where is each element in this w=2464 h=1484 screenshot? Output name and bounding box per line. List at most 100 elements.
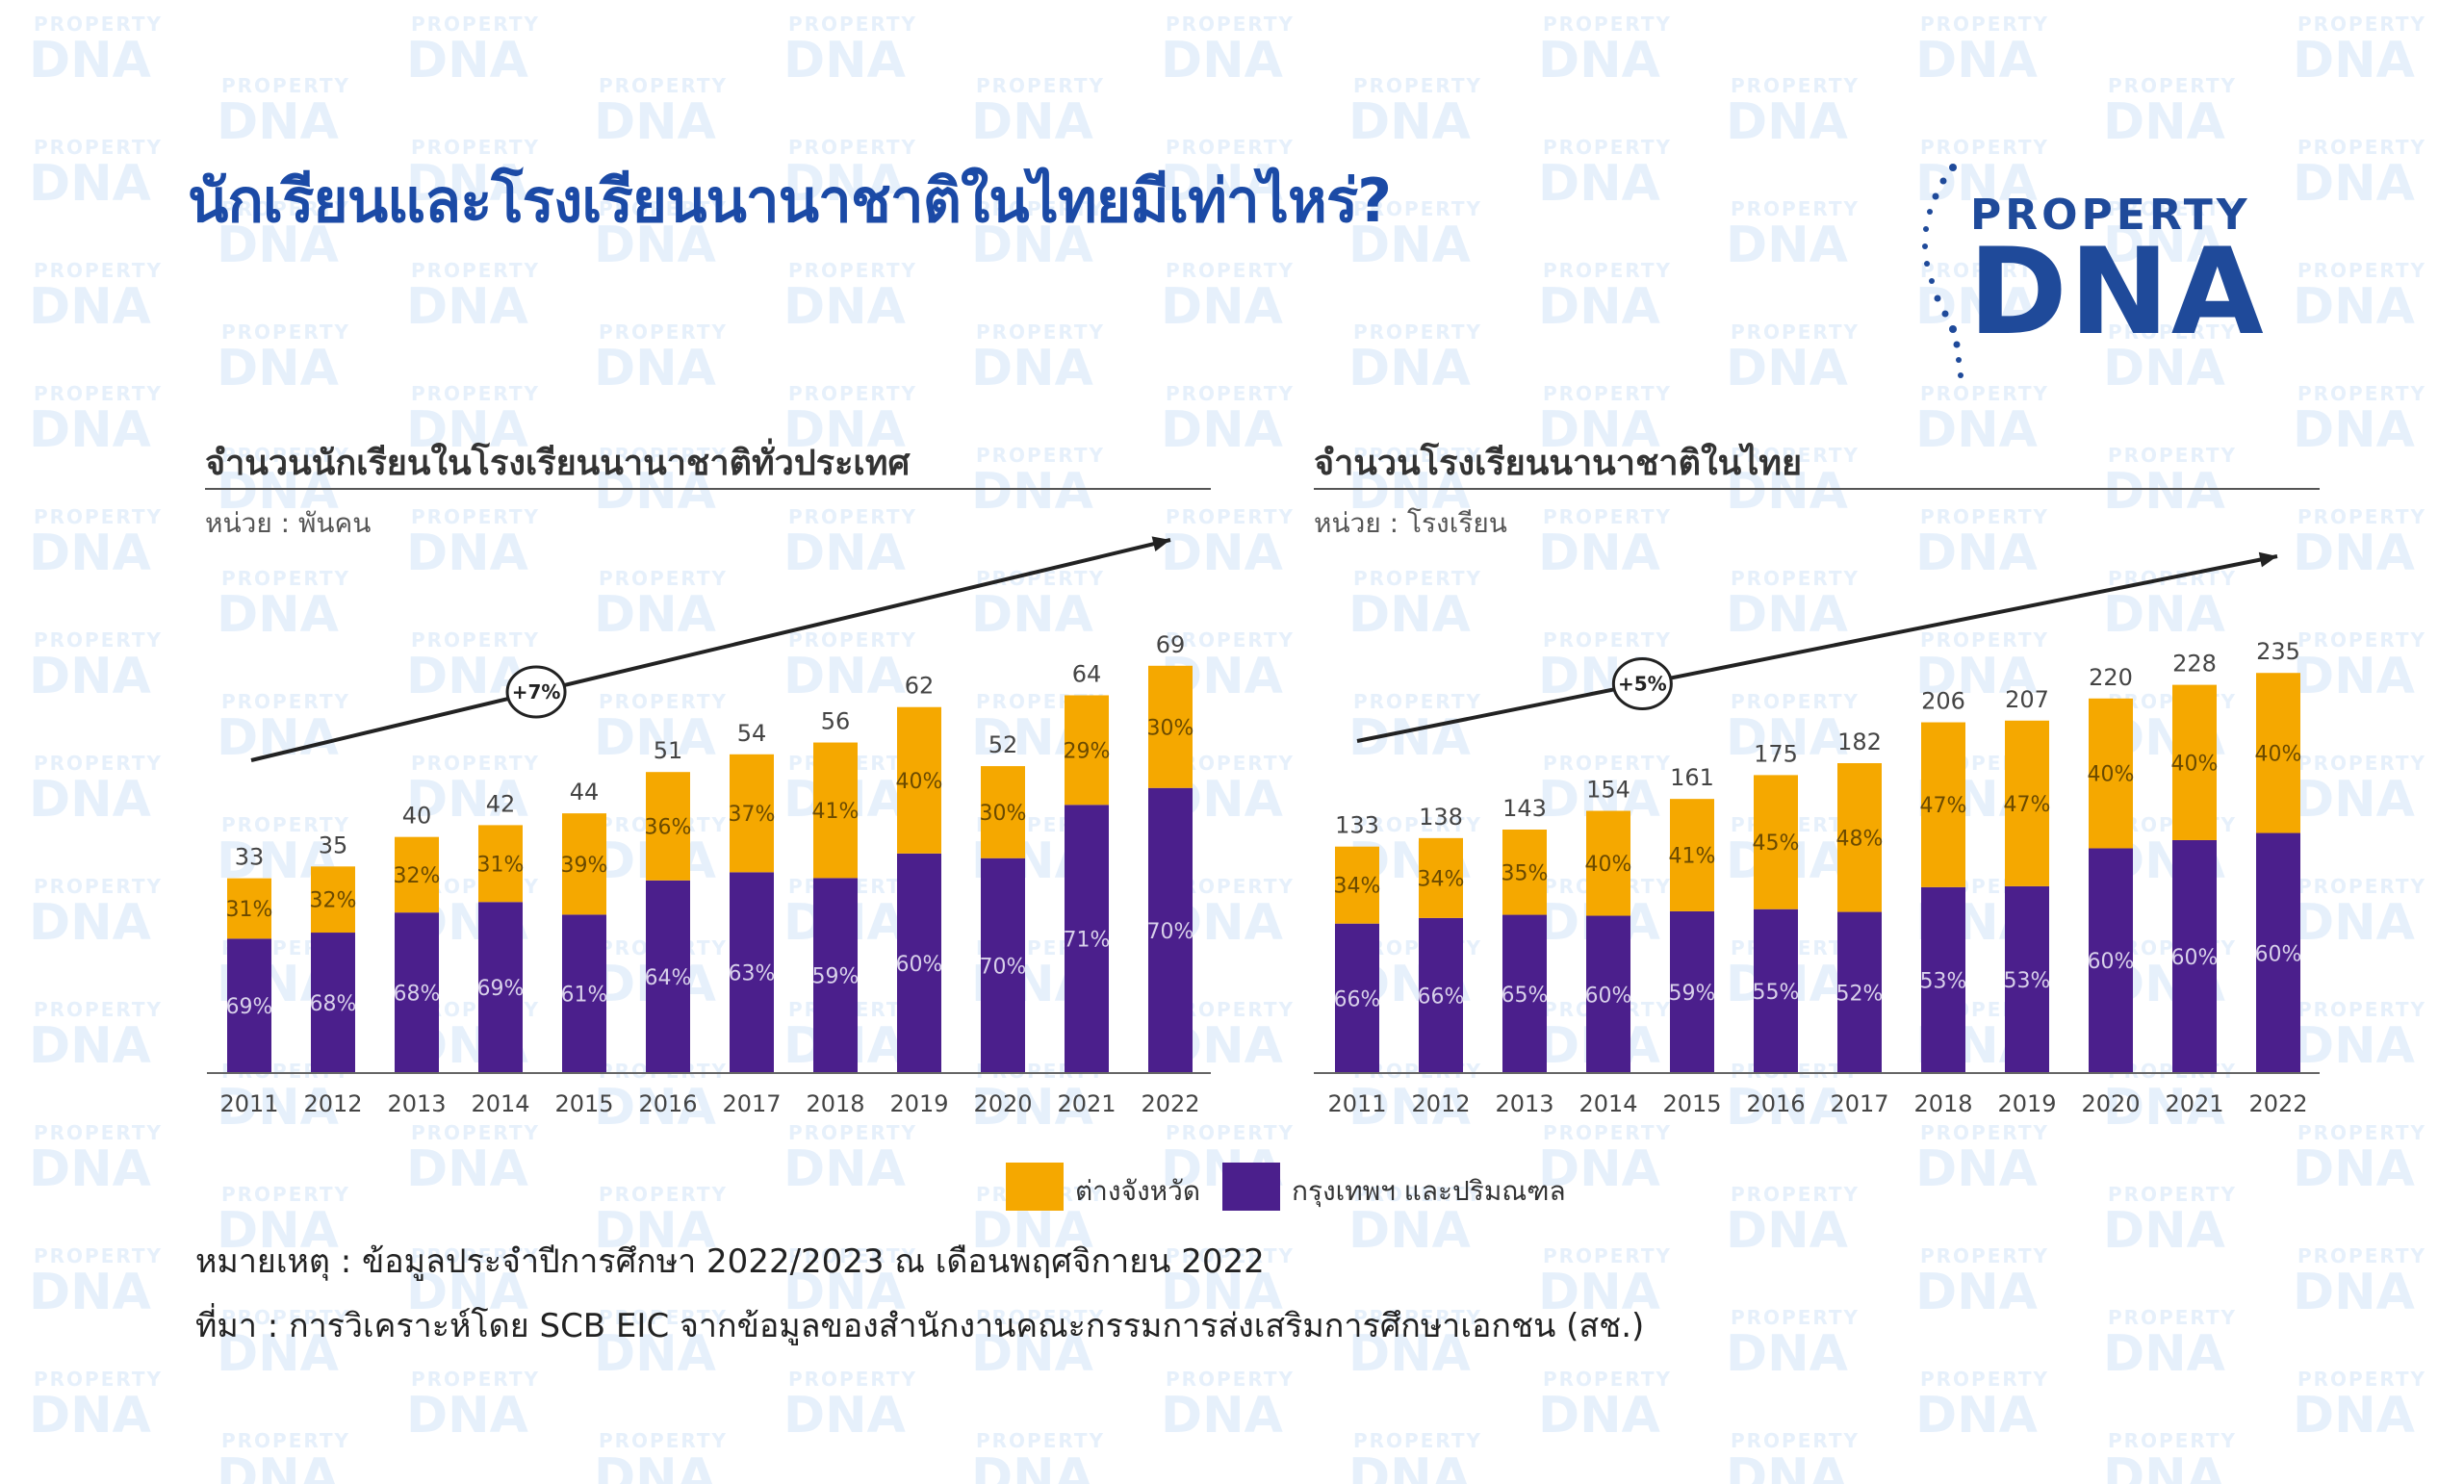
bar-segment-bangkok xyxy=(1419,917,1463,1073)
total-label: 56 xyxy=(821,708,851,735)
watermark-text: DNA xyxy=(971,93,1093,151)
x-tick-label: 2016 xyxy=(1746,1090,1805,1117)
watermark-text: DNA xyxy=(406,155,528,213)
bar-segment-bangkok xyxy=(2172,839,2217,1073)
bar-segment-bangkok xyxy=(227,938,271,1073)
share-label-bangkok: 71% xyxy=(1064,929,1111,953)
total-label: 54 xyxy=(737,720,767,747)
share-label-upcountry: 34% xyxy=(1418,867,1465,891)
watermark-text: DNA xyxy=(971,463,1093,521)
watermark-text: DNA xyxy=(29,401,151,459)
watermark-text: DNA xyxy=(2293,1017,2415,1075)
x-tick-label: 2021 xyxy=(2165,1090,2223,1117)
watermark-text: PROPERTY xyxy=(1166,1121,1295,1144)
watermark-text: PROPERTY xyxy=(1166,628,1295,652)
watermark-text: DNA xyxy=(594,463,716,521)
share-label-bangkok: 64% xyxy=(645,966,692,990)
watermark-text: PROPERTY xyxy=(2297,259,2426,282)
watermark-text: DNA xyxy=(2293,401,2415,459)
watermark-text: DNA xyxy=(1348,93,1471,151)
watermark-text: DNA xyxy=(2103,217,2225,274)
watermark-text: PROPERTY xyxy=(2297,998,2426,1021)
watermark-tiles: PROPERTYDNAPROPERTYDNAPROPERTYDNAPROPERT… xyxy=(29,13,2426,1484)
watermark-text: DNA xyxy=(29,648,151,705)
watermark-text: DNA xyxy=(406,1140,528,1198)
watermark-text: PROPERTY xyxy=(1543,136,1672,159)
watermark-text: PROPERTY xyxy=(1353,1183,1482,1206)
watermark-text: PROPERTY xyxy=(1920,382,2049,405)
watermark-text: DNA xyxy=(1915,1264,2038,1321)
x-tick-label: 2014 xyxy=(471,1090,529,1117)
watermark-text: PROPERTY xyxy=(1543,752,1672,775)
watermark-text: PROPERTY xyxy=(1920,1121,2049,1144)
watermark-text: DNA xyxy=(1915,155,2038,213)
watermark-text: DNA xyxy=(1538,1140,1660,1198)
watermark-text: PROPERTY xyxy=(1731,690,1860,713)
watermark-text: DNA xyxy=(2293,1140,2415,1198)
watermark-text: DNA xyxy=(1348,217,1471,274)
watermark-text: DNA xyxy=(1726,463,1848,521)
watermark-text: PROPERTY xyxy=(411,13,540,36)
watermark-text: DNA xyxy=(1161,401,1283,459)
watermark-text: PROPERTY xyxy=(1166,1244,1295,1267)
trend-arrow: +5% xyxy=(1356,551,2278,743)
watermark-text: PROPERTY xyxy=(788,505,917,528)
growth-badge xyxy=(505,665,567,719)
growth-badge xyxy=(1611,656,1673,710)
watermark-text: DNA xyxy=(406,771,528,829)
watermark-text: PROPERTY xyxy=(788,1368,917,1391)
watermark-text: PROPERTY xyxy=(976,1306,1105,1329)
bar-segment-bangkok xyxy=(395,912,439,1073)
watermark-text: PROPERTY xyxy=(221,813,350,836)
bar-segment-bangkok xyxy=(1754,908,1798,1073)
watermark-text: PROPERTY xyxy=(221,567,350,590)
schools-bar-chart: 66% 34% 133 2011 66% 34% 138 2012 65% 35% 143 2013 6… xyxy=(1314,551,2320,1117)
arrow-head xyxy=(1151,536,1170,551)
watermark-text: DNA xyxy=(594,217,716,274)
bar-segment-bangkok xyxy=(2256,832,2300,1073)
share-label-bangkok: 68% xyxy=(310,992,357,1016)
watermark-text: DNA xyxy=(594,93,716,151)
watermark-text: PROPERTY xyxy=(2297,136,2426,159)
watermark-text: PROPERTY xyxy=(1731,1429,1860,1452)
bar-segment-upcountry xyxy=(897,706,941,854)
watermark-text: PROPERTY xyxy=(599,567,728,590)
watermark-text: DNA xyxy=(2293,278,2415,336)
share-label-upcountry: 35% xyxy=(1502,861,1549,885)
total-label: 33 xyxy=(235,844,265,871)
total-label: 235 xyxy=(2256,638,2300,665)
bar-segment-upcountry xyxy=(1921,722,1965,887)
legend-label: ต่างจังหวัด xyxy=(1075,1175,1201,1207)
share-label-upcountry: 30% xyxy=(1147,716,1194,740)
watermark-text: PROPERTY xyxy=(976,444,1105,467)
watermark-text: DNA xyxy=(29,894,151,952)
total-label: 206 xyxy=(1921,688,1965,715)
watermark-text: DNA xyxy=(783,1140,906,1198)
watermark-text: PROPERTY xyxy=(221,1183,350,1206)
title-rule xyxy=(205,488,1211,490)
share-label-bangkok: 69% xyxy=(477,977,525,1001)
watermark-text: DNA xyxy=(971,1448,1093,1484)
watermark-text: PROPERTY xyxy=(411,382,540,405)
watermark-text: DNA xyxy=(2103,340,2225,397)
watermark-text: DNA xyxy=(1161,155,1283,213)
watermark-text: PROPERTY xyxy=(2297,505,2426,528)
watermark-text: PROPERTY xyxy=(34,1121,163,1144)
watermark-text: PROPERTY xyxy=(2297,752,2426,775)
watermark-text: PROPERTY xyxy=(976,320,1105,344)
watermark-text: PROPERTY xyxy=(788,628,917,652)
x-tick-label: 2019 xyxy=(1997,1090,2056,1117)
watermark-text: DNA xyxy=(1726,93,1848,151)
bars: 69% 31% 33 2011 68% 32% 35 2012 68% 32% 40 2013 69% 3… xyxy=(219,631,1199,1117)
watermark-text: PROPERTY xyxy=(1353,1306,1482,1329)
watermark-text: DNA xyxy=(217,1448,339,1484)
watermark-text: PROPERTY xyxy=(1920,136,2049,159)
share-label-upcountry: 47% xyxy=(1920,794,1967,818)
watermark-text: DNA xyxy=(783,1387,906,1445)
share-label-upcountry: 40% xyxy=(2255,742,2302,766)
watermark-text: DNA xyxy=(406,32,528,90)
bar-segment-bangkok xyxy=(1837,911,1882,1073)
note-text: หมายเหตุ : ข้อมูลประจำปีการศึกษา 2022/20… xyxy=(195,1242,1265,1281)
watermark-text: PROPERTY xyxy=(1731,1183,1860,1206)
x-tick-label: 2015 xyxy=(554,1090,613,1117)
